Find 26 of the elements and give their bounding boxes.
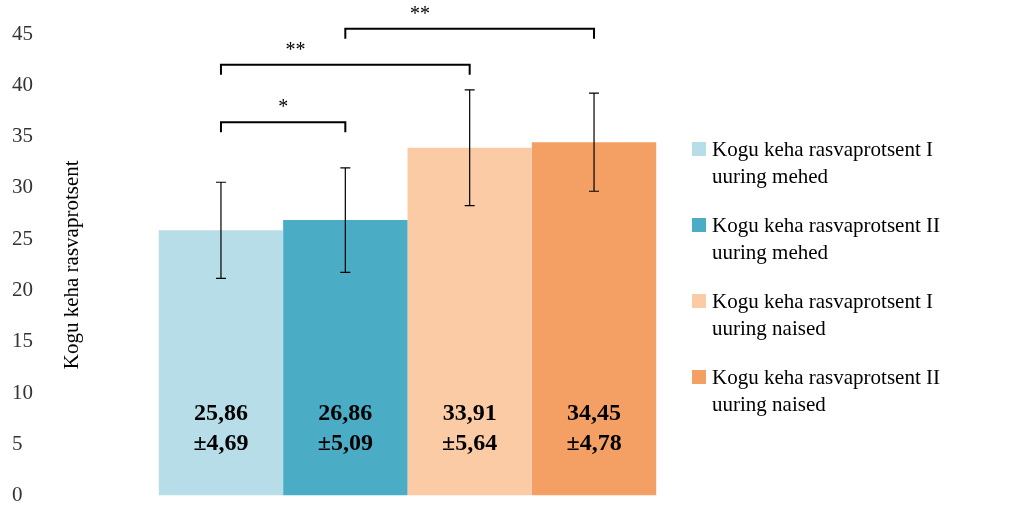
bar [407, 147, 532, 496]
annotation: ** [285, 38, 306, 61]
annotation: * [278, 95, 289, 118]
text: ** [409, 2, 430, 25]
y-tick-label: 40 [12, 71, 33, 96]
legend-label: Kogu keha rasvaprotsent I uuring mehed [712, 136, 934, 190]
bar [531, 142, 657, 496]
bar [283, 220, 408, 496]
data-label: 34,45 ±4,78 [566, 399, 622, 456]
data-label: 25,86 ±4,69 [193, 399, 249, 456]
y-tick-label: 5 [12, 430, 23, 455]
y-tick-label: 25 [12, 225, 33, 250]
data-label: 26,86 ±5,09 [317, 399, 373, 456]
y-tick-label: 30 [12, 174, 33, 199]
y-tick-label: 35 [12, 123, 33, 148]
y-tick-label: 10 [12, 379, 33, 404]
legend-label: Kogu keha rasvaprotsent II uuring mehed [712, 212, 941, 266]
data-label: 33,91 ±5,64 [442, 399, 498, 456]
y-tick-label: 15 [12, 328, 33, 353]
legend-label: Kogu keha rasvaprotsent I uuring naised [712, 288, 934, 342]
bar [158, 230, 284, 496]
y-tick-label: 20 [12, 276, 33, 301]
y-tick-label: 0 [12, 482, 23, 507]
y-tick-label: 45 [12, 20, 33, 45]
y-axis-title: Kogu keha rasvaprotsent [58, 160, 83, 370]
legend-label: Kogu keha rasvaprotsent II uuring naised [712, 364, 941, 418]
